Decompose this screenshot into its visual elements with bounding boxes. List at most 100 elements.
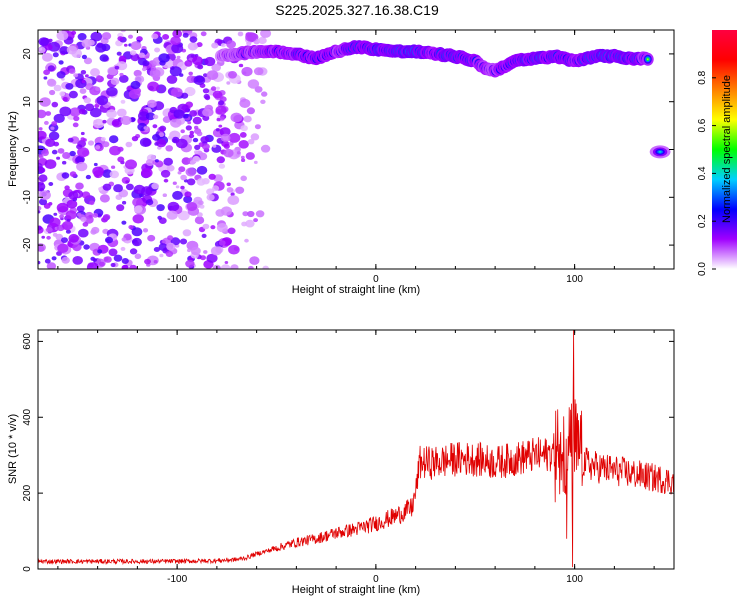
heatmap-noise-cell xyxy=(65,210,77,220)
heatmap-noise-cell xyxy=(39,97,51,107)
heatmap-noise-cell xyxy=(230,112,243,123)
heatmap-noise-cell xyxy=(72,243,82,252)
heatmap-noise-cell xyxy=(122,200,127,205)
heatmap-noise-cell xyxy=(141,167,153,178)
y-tick-label: 600 xyxy=(22,333,33,350)
x-tick-label: 0 xyxy=(373,274,379,285)
heatmap-noise-cell xyxy=(57,243,69,253)
heatmap-noise-cell xyxy=(166,210,178,220)
heatmap-noise-cell xyxy=(162,34,170,40)
heatmap-noise-cell xyxy=(125,183,134,191)
heatmap-noise-cell xyxy=(245,32,257,42)
heatmap-noise-cell xyxy=(212,90,223,99)
y-tick-label: -10 xyxy=(22,190,33,205)
heatmap-noise-cell xyxy=(131,136,139,142)
heatmap-noise-cell xyxy=(81,80,86,84)
heatmap-noise-cell xyxy=(128,225,134,230)
heatmap-noise-cell xyxy=(117,156,125,163)
heatmap-noise-cell xyxy=(121,220,127,225)
heatmap-noise-cell xyxy=(108,248,118,257)
heatmap-noise-cell xyxy=(80,70,87,75)
heatmap-noise-cell xyxy=(76,205,85,212)
heatmap-noise-cell xyxy=(44,159,57,170)
heatmap-noise-cell xyxy=(152,134,161,141)
heatmap-noise-cell xyxy=(210,246,222,256)
heatmap-noise-cell xyxy=(48,131,60,141)
heatmap-noise-cell xyxy=(121,237,127,242)
colorbar-tick-label: 0.2 xyxy=(697,214,708,228)
heatmap-noise-cell xyxy=(47,65,55,72)
colorbar-label: Normalized spectral amplitude xyxy=(721,75,733,223)
heatmap-noise-cell xyxy=(124,43,128,47)
heatmap-noise-cell xyxy=(59,106,72,117)
heatmap-noise-cell xyxy=(162,193,167,197)
heatmap-noise-cell xyxy=(99,54,109,62)
heatmap-noise-cell xyxy=(93,119,98,124)
heatmap-noise-cell xyxy=(187,248,191,253)
heatmap-noise-cell xyxy=(189,110,198,117)
heatmap-noise-cell xyxy=(62,96,68,102)
heatmap-noise-cell xyxy=(39,190,51,201)
heatmap-noise-cell xyxy=(180,129,185,134)
heatmap-noise-cell xyxy=(149,68,161,78)
heatmap-noise-cell xyxy=(253,218,258,223)
heatmap-noise-cell xyxy=(132,197,144,207)
heatmap-noise-cell xyxy=(200,136,209,144)
heatmap-noise-cell xyxy=(53,84,62,92)
heatmap-noise-cell xyxy=(245,219,255,228)
heatmap-noise-cell xyxy=(193,75,206,86)
heatmap-noise-cell xyxy=(68,90,78,99)
heatmap-noise-cell xyxy=(177,210,190,221)
heatmap-noise-cell xyxy=(51,149,58,155)
chart-title: S225.2025.327.16.38.C19 xyxy=(275,2,439,18)
heatmap-noise-cell xyxy=(189,36,198,43)
heatmap-noise-cell xyxy=(198,142,205,148)
heatmap-noise-cell xyxy=(249,256,260,265)
heatmap-noise-cell xyxy=(219,127,231,137)
x-tick-label: 100 xyxy=(566,574,583,585)
heatmap-noise-cell xyxy=(190,246,201,256)
heatmap-noise-cell xyxy=(93,162,98,167)
heatmap-noise-cell xyxy=(226,81,231,85)
heatmap-noise-cell xyxy=(61,256,70,264)
heatmap-noise-cell xyxy=(53,113,65,123)
heatmap-noise-cell xyxy=(240,175,247,182)
heatmap-noise-cell xyxy=(250,133,260,141)
heatmap-ridge-cell xyxy=(647,58,649,61)
heatmap-noise-cell xyxy=(85,74,89,78)
heatmap-noise-cell xyxy=(246,107,255,115)
heatmap-noise-cell xyxy=(113,184,123,193)
heatmap-noise-cell xyxy=(247,210,255,218)
heatmap-noise-cell xyxy=(109,135,119,144)
heatmap-noise-cell xyxy=(38,206,42,211)
heatmap-noise-cell xyxy=(162,116,171,123)
heatmap-noise-cell xyxy=(141,67,147,72)
y-tick-label: 20 xyxy=(22,48,33,60)
heatmap-noise-cell xyxy=(202,115,210,121)
heatmap-noise-cell xyxy=(238,63,244,68)
heatmap-noise-cell xyxy=(170,36,181,45)
heatmap-noise-cell xyxy=(196,178,206,186)
heatmap-noise-cell xyxy=(216,223,228,233)
heatmap-noise-cell xyxy=(197,64,204,70)
heatmap-noise-cell xyxy=(248,265,254,269)
heatmap-noise-cell xyxy=(105,236,113,244)
heatmap-noise-cell xyxy=(106,109,117,119)
heatmap-noise-cell xyxy=(206,70,219,80)
heatmap-noise-cell xyxy=(260,99,266,105)
heatmap-noise-cell xyxy=(125,180,130,184)
heatmap-noise-cell xyxy=(119,74,129,83)
heatmap-noise-cell xyxy=(261,91,268,97)
heatmap-noise-cell xyxy=(185,259,195,268)
heatmap-noise-cell xyxy=(241,158,246,162)
heatmap-noise-cell xyxy=(131,227,143,237)
heatmap-noise-cell xyxy=(194,144,201,150)
heatmap-noise-cell xyxy=(147,99,157,108)
heatmap-noise-cell xyxy=(38,47,43,51)
heatmap-noise-cell xyxy=(99,261,105,267)
heatmap-noise-cell xyxy=(220,133,231,142)
heatmap-noise-cell xyxy=(260,144,271,153)
x-tick-label: -100 xyxy=(167,574,187,585)
heatmap-noise-cell xyxy=(228,244,240,255)
heatmap-noise-cell xyxy=(166,75,178,84)
